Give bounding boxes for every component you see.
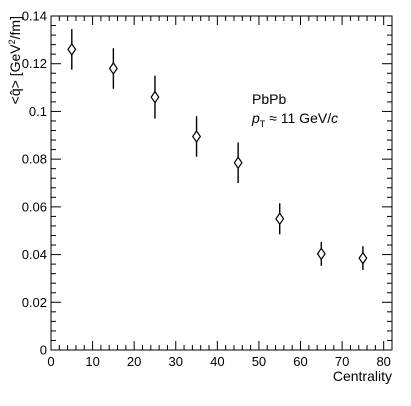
x-tick-label: 80 xyxy=(376,354,390,369)
y-tick-label: 0.08 xyxy=(22,152,47,167)
pt-c: c xyxy=(331,110,338,126)
x-axis-tick-labels: 0 10 20 30 40 50 60 70 80 xyxy=(47,354,391,369)
y-label-suffix: > [GeV xyxy=(7,44,23,89)
data-point-diamond xyxy=(67,42,77,56)
y-tick-label: 0.02 xyxy=(22,295,47,310)
x-tick-label: 50 xyxy=(252,354,266,369)
data-point-diamond xyxy=(150,90,160,104)
y-axis-ticks xyxy=(51,15,392,351)
x-tick-label: 20 xyxy=(127,354,141,369)
x-axis-ticks xyxy=(50,16,393,350)
data-point-diamond xyxy=(192,129,202,144)
pt-value: ≈ 11 GeV/ xyxy=(265,110,331,126)
x-tick-label: 0 xyxy=(47,354,54,369)
y-axis-label: <q̂> [GeV2/fm] xyxy=(7,16,23,104)
y-label-prefix: < xyxy=(7,96,23,104)
x-axis-label: Centrality xyxy=(333,368,392,384)
pt-symbol: p xyxy=(251,110,260,126)
y-tick-label: 0.04 xyxy=(22,247,47,262)
y-tick-label: 0.1 xyxy=(29,104,47,119)
x-tick-label: 10 xyxy=(85,354,99,369)
plot-frame xyxy=(50,15,393,351)
x-tick-label: 30 xyxy=(169,354,183,369)
data-points xyxy=(67,29,368,271)
data-point-diamond xyxy=(233,156,243,170)
y-label-superscript: 2 xyxy=(7,39,17,44)
y-tick-label: 0.12 xyxy=(22,56,47,71)
y-tick-label: 0 xyxy=(40,343,47,358)
data-point-diamond xyxy=(358,251,368,265)
y-label-unit-end: /fm] xyxy=(7,16,23,39)
y-tick-label: 0.14 xyxy=(22,9,47,24)
annotation-pt: pT ≈ 11 GeV/c xyxy=(251,110,338,129)
data-point-diamond xyxy=(108,61,118,76)
x-tick-label: 60 xyxy=(293,354,307,369)
data-point-diamond xyxy=(275,212,285,226)
y-label-symbol: q̂ xyxy=(7,88,23,96)
y-tick-label: 0.06 xyxy=(22,199,47,214)
y-axis-tick-labels: 0 0.02 0.04 0.06 0.08 0.1 0.12 0.14 xyxy=(22,9,47,358)
x-tick-label: 70 xyxy=(335,354,349,369)
annotation-system: PbPb xyxy=(252,91,286,107)
data-point-diamond xyxy=(316,247,326,261)
x-tick-label: 40 xyxy=(210,354,224,369)
pt-subscript: T xyxy=(260,119,266,129)
